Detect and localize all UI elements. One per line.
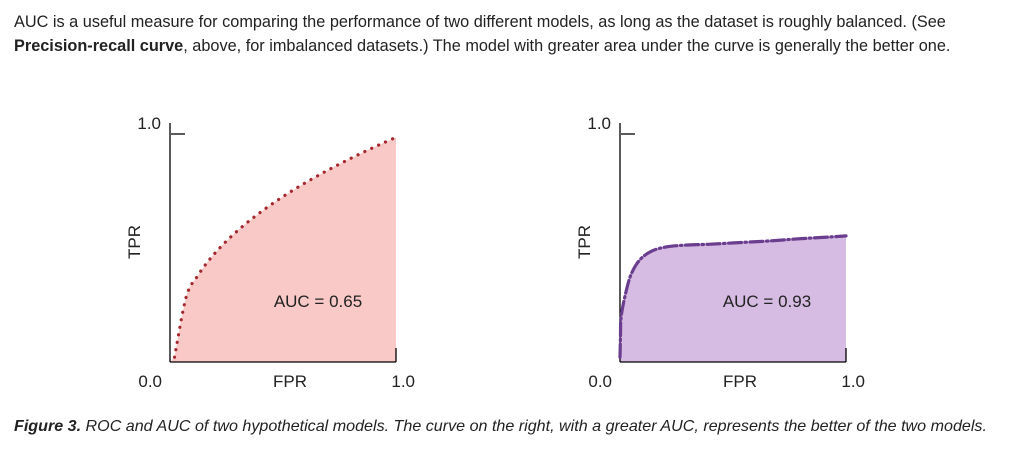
svg-text:AUC = 0.93: AUC = 0.93 [723,292,811,311]
svg-text:1.0: 1.0 [587,114,611,133]
svg-text:1.0: 1.0 [137,114,161,133]
svg-text:1.0: 1.0 [391,372,415,390]
svg-text:TPR: TPR [125,225,144,259]
svg-text:FPR: FPR [723,372,757,390]
svg-text:TPR: TPR [575,225,594,259]
svg-text:AUC = 0.65: AUC = 0.65 [274,292,362,311]
svg-text:0.0: 0.0 [588,372,612,390]
svg-text:0.0: 0.0 [138,372,162,390]
svg-text:1.0: 1.0 [841,372,865,390]
svg-text:FPR: FPR [273,372,307,390]
